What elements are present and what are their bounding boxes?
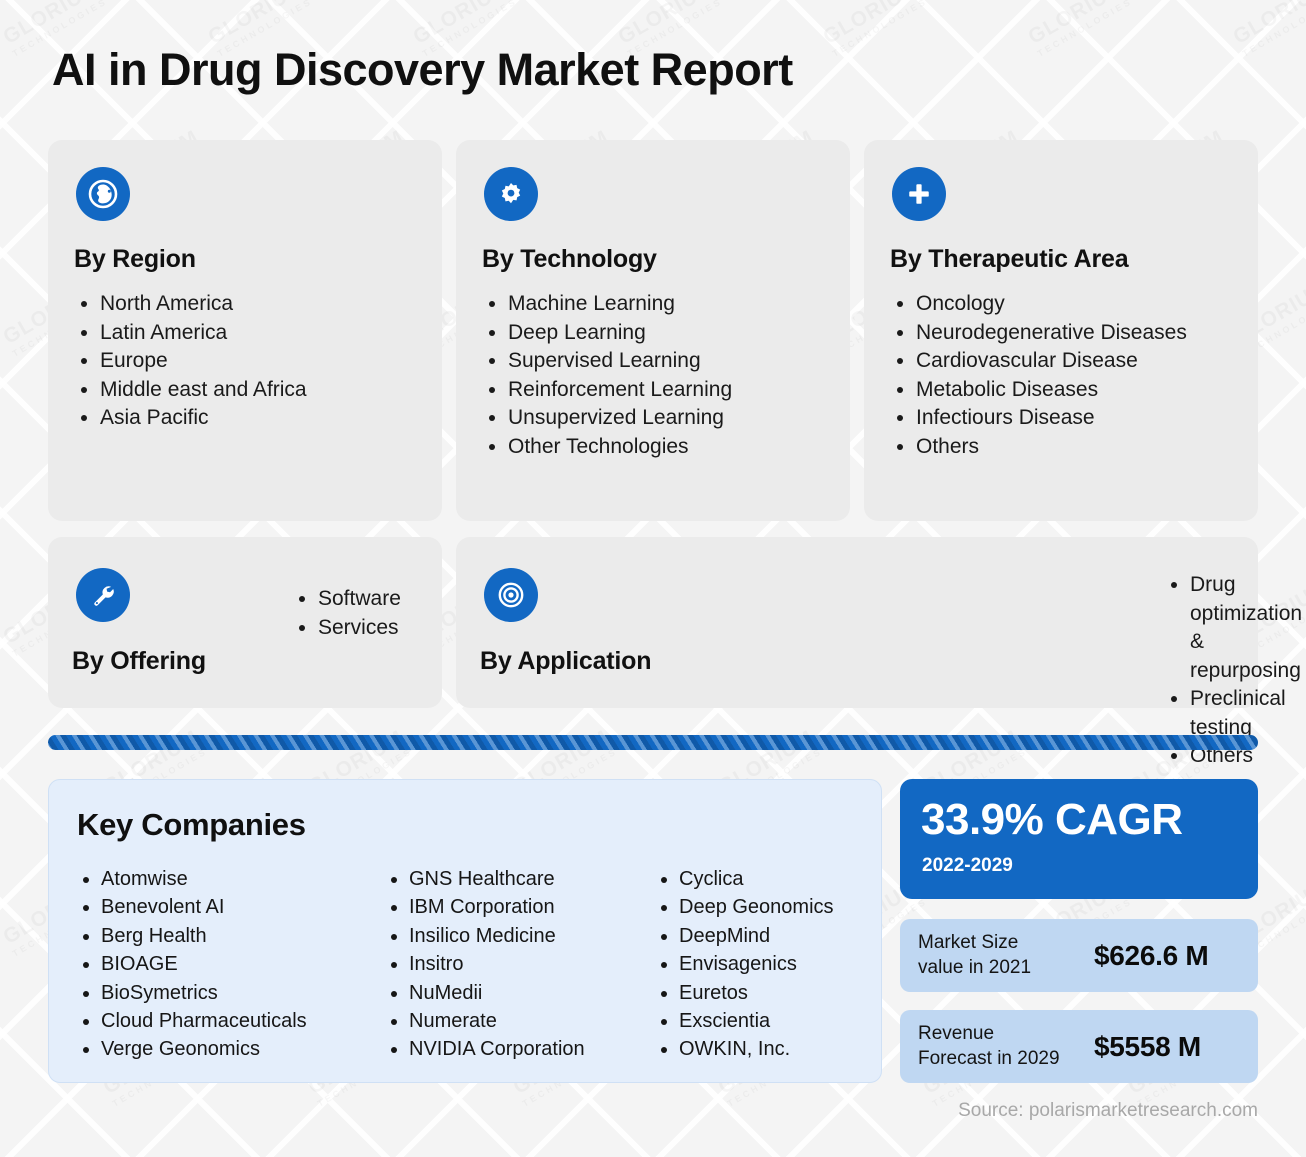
list-item: Metabolic Diseases: [916, 376, 1244, 405]
list-item: Latin America: [100, 319, 428, 348]
segment-card-offering: By Offering SoftwareServices: [48, 537, 442, 708]
list-item: Deep Learning: [508, 319, 836, 348]
list-item: Insilico Medicine: [409, 922, 655, 950]
list-item: Supervised Learning: [508, 347, 836, 376]
segment-list-technology: Machine LearningDeep LearningSupervised …: [484, 290, 836, 461]
list-item: NuMedii: [409, 979, 655, 1007]
company-list: GNS HealthcareIBM CorporationInsilico Me…: [385, 865, 655, 1064]
list-item: Insitro: [409, 950, 655, 978]
market-size-label-line2: value in 2021: [918, 956, 1032, 978]
gear-icon: [484, 167, 538, 221]
list-item: BIOAGE: [101, 950, 385, 978]
key-companies-panel: Key Companies AtomwiseBenevolent AIBerg …: [48, 779, 882, 1083]
list-item: Preclinical testing: [1190, 685, 1302, 742]
list-item: NVIDIA Corporation: [409, 1035, 655, 1063]
cagr-stat-card: 33.9% CAGR 2022-2029: [900, 779, 1258, 899]
list-item: Others: [916, 433, 1244, 462]
market-size-value: $626.6 M: [1094, 939, 1209, 971]
segment-list-region: North AmericaLatin AmericaEuropeMiddle e…: [76, 290, 428, 433]
key-companies-title: Key Companies: [77, 807, 306, 842]
segment-card-region: By Region North AmericaLatin AmericaEuro…: [48, 140, 442, 521]
segment-title-therapeutic-area: By Therapeutic Area: [890, 245, 1129, 273]
segment-card-therapeutic-area: By Therapeutic Area OncologyNeurodegener…: [864, 140, 1258, 521]
list-item: Infectiours Disease: [916, 404, 1244, 433]
market-size-label-line1: Market Size: [918, 932, 1019, 954]
list-item: Atomwise: [101, 865, 385, 893]
revenue-forecast-stat-card: Revenue Forecast in 2029 $5558 M: [900, 1010, 1258, 1083]
wrench-icon: [76, 568, 130, 622]
list-item: Euretos: [679, 979, 895, 1007]
target-icon: [484, 568, 538, 622]
cagr-period: 2022-2029: [922, 855, 1013, 876]
revenue-forecast-label-line2: Forecast in 2029: [918, 1047, 1060, 1069]
list-item: IBM Corporation: [409, 893, 655, 921]
segment-title-application: By Application: [480, 647, 652, 675]
revenue-forecast-value: $5558 M: [1094, 1030, 1201, 1062]
list-item: DeepMind: [679, 922, 895, 950]
key-companies-column-3: CyclicaDeep GeonomicsDeepMindEnvisagenic…: [655, 865, 895, 1064]
list-item: Cloud Pharmaceuticals: [101, 1007, 385, 1035]
company-list: AtomwiseBenevolent AIBerg HealthBIOAGEBi…: [77, 865, 385, 1064]
list-item: Unsupervized Learning: [508, 404, 836, 433]
key-companies-columns: AtomwiseBenevolent AIBerg HealthBIOAGEBi…: [77, 865, 871, 1064]
segment-card-application: By Application Drug optimization & repur…: [456, 537, 1302, 767]
segment-title-offering: By Offering: [72, 647, 206, 675]
list-item: Exscientia: [679, 1007, 895, 1035]
list-item: Berg Health: [101, 922, 385, 950]
list-item: Europe: [100, 347, 428, 376]
segment-card-technology: By Technology Machine LearningDeep Learn…: [456, 140, 850, 521]
list-item: BioSymetrics: [101, 979, 385, 1007]
list-item: Envisagenics: [679, 950, 895, 978]
list-item: Oncology: [916, 290, 1244, 319]
list-item: Cyclica: [679, 865, 895, 893]
revenue-forecast-label-line1: Revenue: [918, 1023, 995, 1045]
key-companies-column-1: AtomwiseBenevolent AIBerg HealthBIOAGEBi…: [77, 865, 385, 1064]
source-note: Source: polarismarketresearch.com: [958, 1100, 1258, 1121]
segment-list-therapeutic-area: OncologyNeurodegenerative DiseasesCardio…: [892, 290, 1244, 461]
market-size-stat-card: Market Size value in 2021 $626.6 M: [900, 919, 1258, 992]
globe-icon: [76, 167, 130, 221]
list-item: Machine Learning: [508, 290, 836, 319]
list-item: Other Technologies: [508, 433, 836, 462]
list-item: Middle east and Africa: [100, 376, 428, 405]
list-item: Software: [318, 585, 401, 614]
segment-title-region: By Region: [74, 245, 196, 273]
list-item: Neurodegenerative Diseases: [916, 319, 1244, 348]
list-item: Services: [318, 614, 401, 643]
striped-divider: [48, 735, 1258, 750]
revenue-forecast-label: Revenue Forecast in 2029: [918, 1022, 1094, 1071]
list-item: Drug optimization & repurposing: [1190, 571, 1302, 685]
key-companies-column-2: GNS HealthcareIBM CorporationInsilico Me…: [385, 865, 655, 1064]
list-item: Reinforcement Learning: [508, 376, 836, 405]
list-item: Verge Geonomics: [101, 1035, 385, 1063]
company-list: CyclicaDeep GeonomicsDeepMindEnvisagenic…: [655, 865, 895, 1064]
cagr-value: 33.9% CAGR: [921, 795, 1183, 844]
market-size-label: Market Size value in 2021: [918, 931, 1094, 980]
plus-icon: [892, 167, 946, 221]
segment-list-offering: SoftwareServices: [294, 585, 401, 642]
list-item: OWKIN, Inc.: [679, 1035, 895, 1063]
list-item: Asia Pacific: [100, 404, 428, 433]
list-item: North America: [100, 290, 428, 319]
segment-title-technology: By Technology: [482, 245, 657, 273]
list-item: Deep Geonomics: [679, 893, 895, 921]
list-item: Others: [1190, 742, 1302, 771]
page-title: AI in Drug Discovery Market Report: [52, 44, 793, 95]
list-item: Benevolent AI: [101, 893, 385, 921]
list-item: Numerate: [409, 1007, 655, 1035]
segment-list-application: Drug optimization & repurposingPreclinic…: [1166, 571, 1302, 771]
list-item: Cardiovascular Disease: [916, 347, 1244, 376]
list-item: GNS Healthcare: [409, 865, 655, 893]
